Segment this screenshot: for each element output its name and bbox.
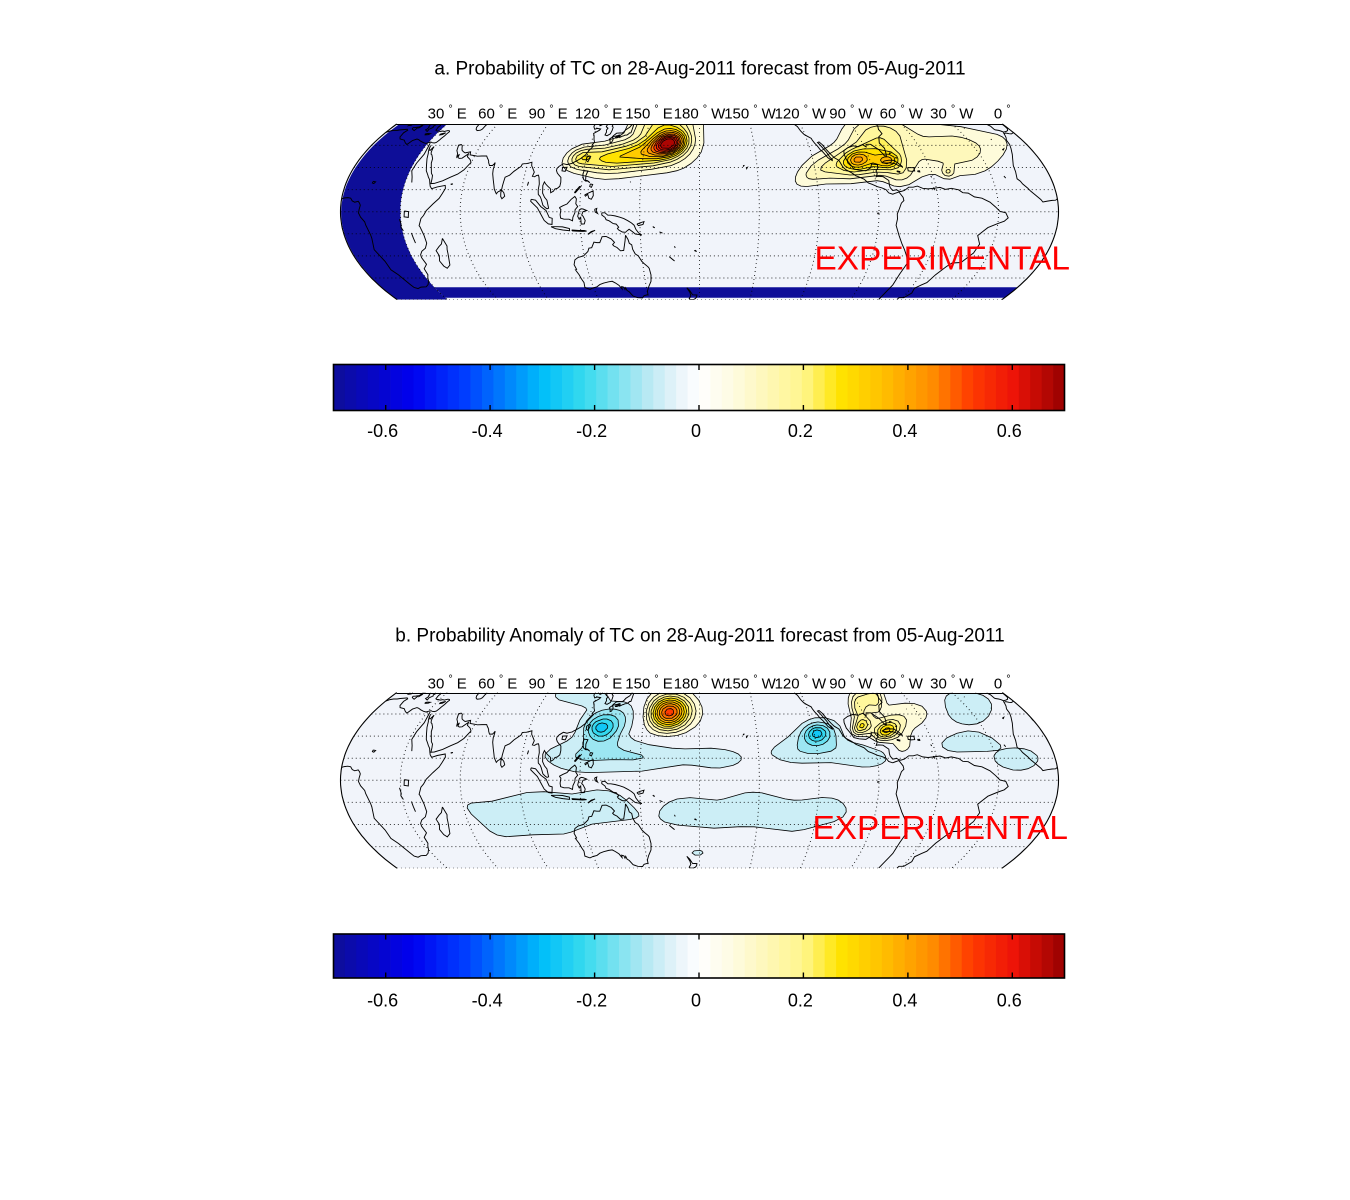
svg-text:150°W: 150 ° W: [724, 104, 776, 123]
svg-text:0.2: 0.2: [788, 991, 813, 1011]
svg-text:-0.6: -0.6: [367, 991, 398, 1011]
svg-text:a. Probability of TC on 28-Aug: a. Probability of TC on 28-Aug-2011 fore…: [434, 59, 965, 80]
svg-text:0: 0: [691, 991, 701, 1011]
svg-text:120°E: 120 ° E: [575, 674, 622, 693]
svg-text:0.2: 0.2: [788, 421, 813, 441]
svg-text:0.4: 0.4: [892, 421, 917, 441]
svg-text:-0.2: -0.2: [576, 991, 607, 1011]
svg-text:-0.4: -0.4: [472, 991, 503, 1011]
svg-text:60°W: 60 ° W: [880, 674, 924, 693]
svg-text:0.6: 0.6: [997, 991, 1022, 1011]
svg-text:-0.4: -0.4: [472, 421, 503, 441]
svg-text:150°E: 150 ° E: [625, 104, 672, 123]
svg-text:0.4: 0.4: [892, 991, 917, 1011]
svg-text:-0.2: -0.2: [576, 421, 607, 441]
svg-text:60°W: 60 ° W: [880, 104, 924, 123]
svg-text:90°W: 90 ° W: [829, 674, 873, 693]
svg-text:EXPERIMENTAL: EXPERIMENTAL: [813, 810, 1068, 847]
svg-text:EXPERIMENTAL: EXPERIMENTAL: [815, 241, 1070, 278]
svg-text:0: 0: [691, 421, 701, 441]
svg-text:30°W: 30 ° W: [930, 104, 974, 123]
svg-text:90°W: 90 ° W: [829, 104, 873, 123]
svg-text:b. Probability Anomaly of TC o: b. Probability Anomaly of TC on 28-Aug-2…: [395, 626, 1004, 647]
svg-text:30°W: 30 ° W: [930, 674, 974, 693]
svg-text:-0.6: -0.6: [367, 421, 398, 441]
svg-text:0.6: 0.6: [997, 421, 1022, 441]
svg-text:150°E: 150 ° E: [625, 674, 672, 693]
svg-text:120°E: 120 ° E: [575, 104, 622, 123]
